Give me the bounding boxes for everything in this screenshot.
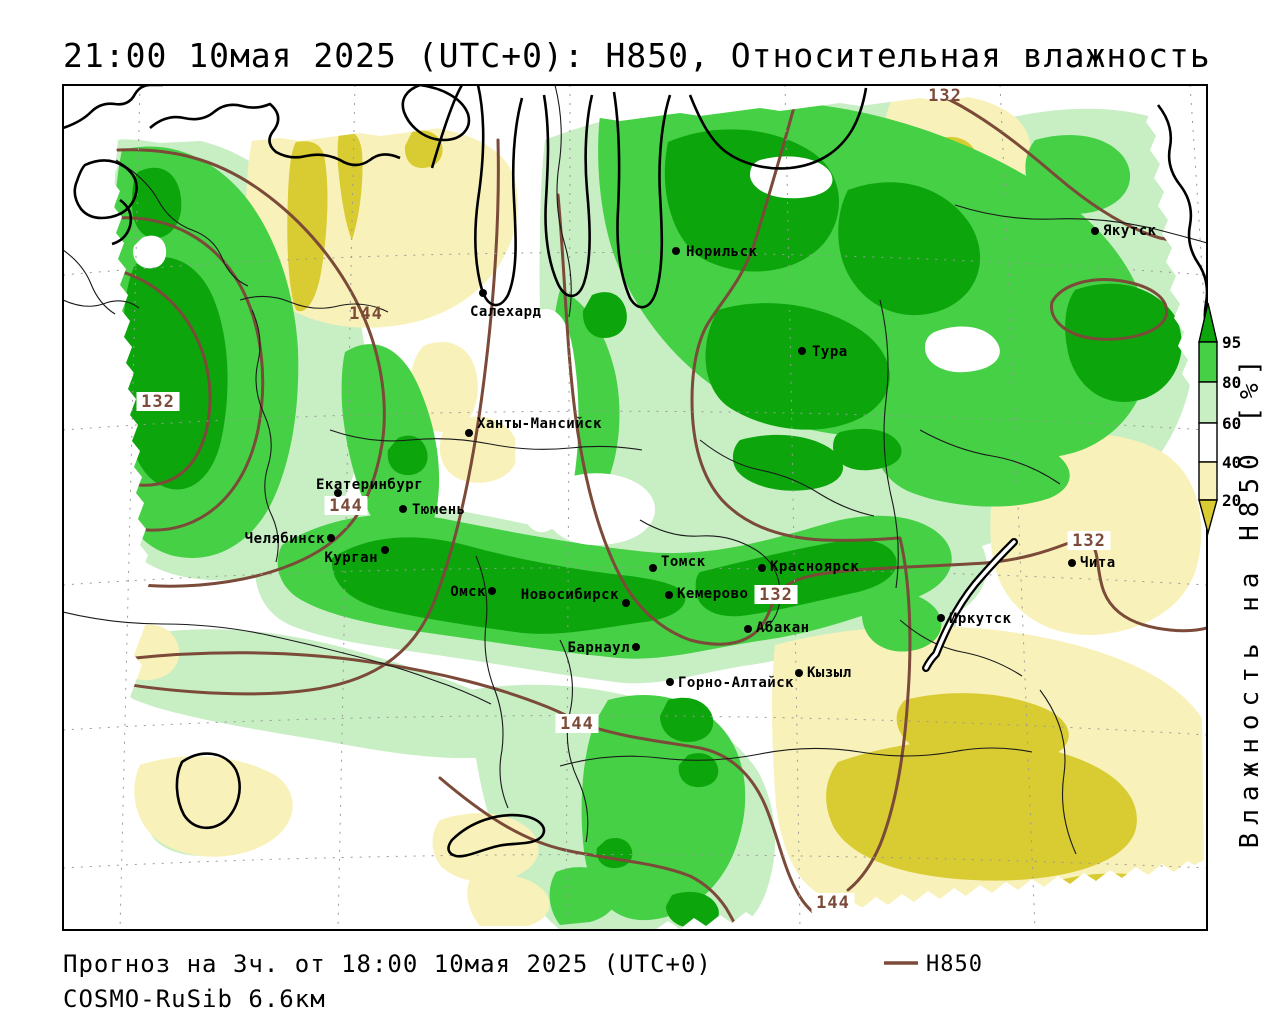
city-dot [758, 564, 766, 572]
city-dot [937, 614, 945, 622]
city-label: Чита [1080, 555, 1116, 571]
city-marker: Горно-Алтайск [666, 675, 794, 691]
contour-labels-layer: 132 144 132 144 132 132 144 144 [136, 86, 1111, 913]
city-marker: Салехард [470, 289, 542, 320]
city-label: Норильск [686, 244, 758, 260]
city-dot [744, 625, 752, 633]
city-label: Горно-Алтайск [678, 675, 794, 691]
h850-legend: H850 [884, 952, 983, 977]
cities-layer: Норильск Салехард Тура Ханты-Мансийск Екатер… [245, 223, 1157, 691]
city-marker: Норильск [672, 244, 758, 260]
city-dot [665, 591, 673, 599]
contour-value-label: 132 [928, 86, 962, 106]
colorbar-tick: 20 [1222, 491, 1241, 510]
humidity-colorbar: 95 80 60 40 20 Влажность на H850 [%] [1198, 302, 1265, 849]
contour-label-box [555, 714, 599, 733]
contour-label-box [324, 496, 368, 515]
city-marker: Барнаул [567, 640, 640, 656]
city-label: Екатеринбург [316, 477, 423, 493]
city-label: Томск [661, 554, 706, 570]
city-label: Абакан [756, 620, 810, 636]
contour-value-label: 144 [816, 893, 850, 913]
city-label: Курган [324, 550, 378, 566]
city-marker: Омск [450, 584, 496, 600]
city-label: Якутск [1103, 223, 1157, 239]
city-marker: Томск [649, 554, 706, 572]
city-dot [399, 505, 407, 513]
colorbar-arrow-bottom [1198, 499, 1218, 536]
city-marker: Новосибирск [521, 587, 630, 607]
city-marker: Челябинск [245, 531, 335, 547]
city-marker: Екатеринбург [316, 477, 423, 497]
city-marker: Чита [1068, 555, 1116, 571]
city-marker: Тура [798, 344, 848, 360]
city-marker: Красноярск [758, 559, 859, 575]
city-label: Новосибирск [521, 587, 619, 603]
city-label: Омск [450, 584, 486, 600]
city-label: Кемерово [677, 586, 748, 602]
city-dot [672, 247, 680, 255]
city-marker: Тюмень [399, 502, 466, 518]
contour-value-label: 144 [349, 304, 383, 324]
city-label: Кызыл [807, 665, 852, 681]
colorbar-tick: 60 [1222, 414, 1241, 433]
city-label: Тура [812, 344, 848, 360]
city-marker: Ханты-Мансийск [465, 416, 602, 437]
city-dot [1091, 227, 1099, 235]
city-dot [1068, 559, 1076, 567]
city-dot [632, 643, 640, 651]
city-marker: Абакан [744, 620, 810, 636]
city-dot [334, 489, 342, 497]
city-marker: Кемерово [665, 586, 748, 602]
domain-boundary-mask [63, 85, 1207, 930]
colorbar-tick: 40 [1222, 453, 1241, 472]
city-dot [795, 669, 803, 677]
model-info-line: COSMO-RuSib 6.6км [63, 985, 326, 1013]
contour-value-label: 132 [759, 585, 793, 605]
contour-label-box [1067, 531, 1111, 550]
colorbar-tick: 80 [1222, 373, 1241, 392]
city-marker: Кызыл [795, 665, 852, 681]
contour-value-label: 144 [329, 496, 363, 516]
forecast-info-line: Прогноз на 3ч. от 18:00 10мая 2025 (UTC+… [63, 950, 712, 978]
city-dot [488, 587, 496, 595]
contour-label-box [136, 392, 180, 411]
contour-label-box [811, 893, 855, 912]
city-marker: Якутск [1091, 223, 1157, 239]
city-dot [327, 534, 335, 542]
colorbar-tick: 95 [1222, 333, 1241, 352]
city-label: Красноярск [770, 559, 859, 575]
city-label: Иркутск [949, 611, 1012, 627]
city-label: Салехард [470, 304, 542, 320]
contour-value-label: 132 [1072, 531, 1106, 551]
city-dot [381, 546, 389, 554]
coastline-layer [63, 85, 1207, 858]
contour-label-box [754, 585, 798, 604]
city-dot [465, 429, 473, 437]
city-marker: Иркутск [937, 611, 1012, 627]
city-dot [649, 564, 657, 572]
graticule-layer [63, 85, 1207, 930]
city-dot [798, 347, 806, 355]
city-dot [479, 289, 487, 297]
page-title: 21:00 10мая 2025 (UTC+0): H850, Относите… [63, 36, 1211, 75]
colorbar-axis-label: Влажность на H850 [%] [1235, 352, 1265, 849]
h850-contour-layer [114, 85, 1207, 930]
city-label: Тюмень [412, 502, 466, 518]
city-label: Барнаул [567, 640, 630, 656]
city-label: Челябинск [245, 531, 325, 547]
city-dot [666, 678, 674, 686]
city-dot [622, 599, 630, 607]
contour-value-label: 144 [560, 714, 594, 734]
contour-value-label: 132 [141, 392, 175, 412]
legend-label: H850 [926, 952, 983, 977]
city-marker: Курган [324, 546, 389, 566]
city-label: Ханты-Мансийск [477, 416, 602, 432]
